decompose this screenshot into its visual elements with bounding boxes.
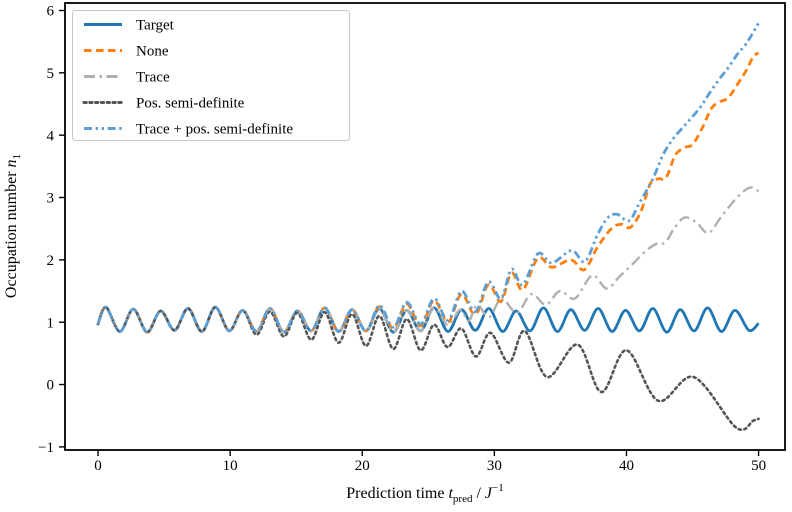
series-group <box>96 22 760 432</box>
x-tick-label: 30 <box>487 458 502 474</box>
legend-label-none: None <box>136 44 169 60</box>
y-tick-label: 1 <box>47 315 55 331</box>
y-tick-label: 5 <box>47 66 55 82</box>
legend-label-trace-pos-semi-definite: Trace + pos. semi-definite <box>136 122 293 138</box>
x-tick-label: 10 <box>223 458 238 474</box>
x-tick-label: 20 <box>355 458 370 474</box>
y-tick-label: 6 <box>47 4 55 20</box>
y-axis-label: Occupation number n1 <box>3 154 23 298</box>
series-line-pos-semi-definite <box>96 305 760 432</box>
legend: Target None Trace Pos. semi-definite Trace +… <box>72 10 350 141</box>
y-tick-label: −1 <box>38 440 54 456</box>
x-tick-label: 0 <box>94 458 102 474</box>
legend-box <box>72 10 350 141</box>
y-tick-label: 4 <box>47 128 55 144</box>
x-axis-label: Prediction time tpred / J−1 <box>346 482 503 505</box>
y-tick-label: 0 <box>47 378 55 394</box>
y-tick-label: 2 <box>47 253 55 269</box>
x-tick-label: 50 <box>751 458 766 474</box>
plot-frame <box>64 2 786 451</box>
legend-label-target: Target <box>136 18 175 34</box>
series-line-trace-pos-semi-definite <box>96 22 760 334</box>
legend-label-pos-semi-definite: Pos. semi-definite <box>136 96 245 112</box>
x-tick-label: 40 <box>619 458 634 474</box>
y-tick-label: 3 <box>47 191 55 207</box>
legend-label-trace: Trace <box>136 70 170 86</box>
